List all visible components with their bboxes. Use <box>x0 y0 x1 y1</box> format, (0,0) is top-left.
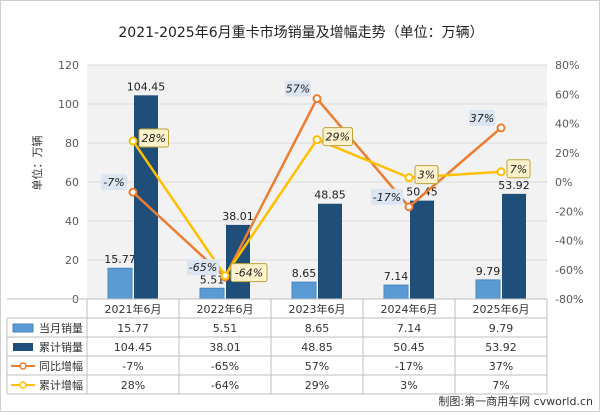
table-cell: 57% <box>305 360 329 373</box>
table-cell: 38.01 <box>209 341 241 354</box>
bar-data-label: 9.79 <box>476 265 501 278</box>
y-tick-label: 100 <box>58 98 79 111</box>
y-tick-label: 60 <box>65 176 79 189</box>
table-cell: 8.65 <box>305 322 330 335</box>
legend-key-bar <box>13 343 33 351</box>
bar-data-label: 38.01 <box>222 210 254 223</box>
bar-monthly <box>107 267 133 300</box>
chart-title: 2021-2025年6月重卡市场销量及增幅走势（单位：万辆） <box>118 24 483 41</box>
cumulative-data-label: -64% <box>235 267 263 280</box>
bar-monthly <box>475 279 501 300</box>
y-tick-label: 40 <box>65 215 79 228</box>
legend-entry: 同比增幅 <box>39 359 83 373</box>
bar-data-label: 15.77 <box>104 253 136 266</box>
table-cell: 104.45 <box>114 341 153 354</box>
y2-tick-label: 40% <box>555 118 579 131</box>
cumulative-data-label: 28% <box>142 132 166 145</box>
yoy-label-box <box>187 259 219 276</box>
chart-source: 制图:第一商用车网 cvworld.cn <box>438 394 593 408</box>
line-marker <box>312 94 322 104</box>
table-cell: 15.77 <box>117 322 149 335</box>
bar-monthly <box>291 281 317 300</box>
cumulative-label-box <box>230 263 268 283</box>
y2-tick-label: 20% <box>555 147 579 160</box>
legend-key-marker <box>19 362 27 370</box>
x-tick-label: 2022年6月 <box>197 302 254 316</box>
yoy-label-box <box>371 188 403 205</box>
table-cell: 29% <box>305 379 329 392</box>
bar-cumulative <box>318 203 342 299</box>
cumulative-label-box <box>138 128 169 148</box>
table-cell: 37% <box>489 360 513 373</box>
table-cell: -64% <box>211 379 239 392</box>
y2-tick-label: -40% <box>555 235 583 248</box>
yoy-label-box <box>469 109 495 126</box>
y2-tick-label: -80% <box>555 293 583 306</box>
cumulative-data-label: 3% <box>418 169 435 182</box>
table-cell: 7% <box>492 379 509 392</box>
line-marker <box>404 202 414 212</box>
yoy-data-label: 57% <box>286 83 310 96</box>
bar-cumulative <box>410 200 434 299</box>
table-cell: 3% <box>400 379 417 392</box>
line-marker <box>496 123 506 133</box>
bar-data-label: 53.92 <box>498 179 530 192</box>
bar-data-label: 104.45 <box>127 80 166 93</box>
table-cell: -17% <box>395 360 423 373</box>
cumulative-label-box <box>506 159 531 179</box>
x-tick-label: 2025年6月 <box>473 302 530 316</box>
table-cell: 9.79 <box>489 322 514 335</box>
table-cell: 5.51 <box>213 322 238 335</box>
line-marker <box>312 135 322 145</box>
yoy-data-label: -17% <box>373 191 401 204</box>
line-marker <box>220 271 230 281</box>
y-tick-label: 120 <box>58 59 79 72</box>
bar-monthly <box>199 287 225 300</box>
table-cell: 53.92 <box>485 341 517 354</box>
legend-entry: 当月销量 <box>39 321 83 335</box>
y2-tick-label: 80% <box>555 59 579 72</box>
bar-data-label: 48.85 <box>314 189 346 202</box>
cumulative-data-label: 29% <box>326 131 350 144</box>
cumulative-label-box <box>322 127 353 147</box>
yoy-label-box <box>101 174 127 191</box>
line-marker <box>128 187 138 197</box>
bar-monthly <box>383 284 409 300</box>
cumulative-label-box <box>414 165 439 185</box>
legend-key-marker <box>19 381 27 389</box>
bar-cumulative <box>502 193 526 299</box>
y-tick-label: 20 <box>65 254 79 267</box>
table-cell: -65% <box>211 360 239 373</box>
cumulative-data-label: 7% <box>510 163 527 176</box>
yoy-label-box <box>285 80 311 97</box>
y2-tick-label: -60% <box>555 264 583 277</box>
yoy-data-label: -7% <box>103 176 124 189</box>
table-cell: 28% <box>121 379 145 392</box>
bar-data-label: 8.65 <box>292 267 317 280</box>
legend-entry: 累计增幅 <box>39 378 83 392</box>
line-marker <box>404 173 414 183</box>
yoy-data-label: -65% <box>189 261 217 274</box>
legend-entry: 累计销量 <box>39 340 83 354</box>
yoy-data-label: 37% <box>470 112 494 125</box>
x-tick-label: 2024年6月 <box>381 302 438 316</box>
x-tick-label: 2023年6月 <box>289 302 346 316</box>
y2-tick-label: -20% <box>555 205 583 218</box>
table-cell: 50.45 <box>393 341 425 354</box>
table-cell: 48.85 <box>301 341 333 354</box>
line-marker <box>496 167 506 177</box>
bar-data-label: 7.14 <box>384 270 409 283</box>
y2-tick-label: 60% <box>555 88 579 101</box>
x-tick-label: 2021年6月 <box>105 302 162 316</box>
bar-data-label: 5.51 <box>200 273 225 286</box>
line-marker <box>128 136 138 146</box>
y-axis-label: 单位：万辆 <box>30 136 44 191</box>
y-tick-label: 80 <box>65 137 79 150</box>
legend-key-bar <box>12 323 34 333</box>
table-cell: 7.14 <box>397 322 422 335</box>
table-cell: -7% <box>122 360 143 373</box>
y2-tick-label: 0% <box>555 176 572 189</box>
